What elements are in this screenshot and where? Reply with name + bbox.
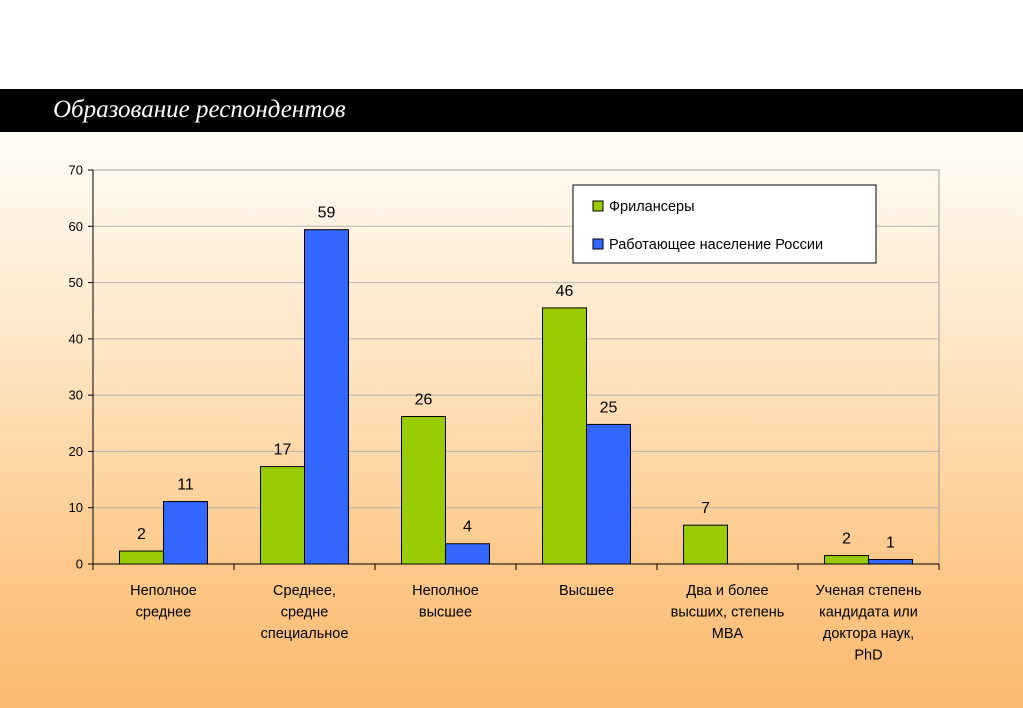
category-label-line: Два и более	[686, 583, 768, 599]
category-label: Два и более высших, степень MBA	[671, 583, 785, 642]
category-label-line: кандидата или	[819, 605, 918, 621]
category-label: Ученая степень кандидата или доктора наук,…	[815, 583, 921, 664]
data-label: 7	[701, 500, 710, 517]
data-label: 25	[600, 399, 618, 416]
bar-freelancers	[542, 307, 587, 565]
category-label: Высшее	[559, 583, 614, 599]
y-tick-label: 60	[69, 219, 83, 234]
bar-freelancers	[683, 524, 728, 565]
bar-freelancers	[119, 550, 164, 565]
bar-freelancers	[401, 416, 446, 565]
category-label-line: Неполное	[412, 583, 479, 599]
bar-russia	[163, 501, 208, 565]
y-tick-label: 70	[69, 163, 83, 178]
category-label-line: Высшее	[559, 583, 614, 599]
category-label: Среднее, средне специальное	[261, 583, 349, 642]
y-axis-ticks: 0 10 20 30 40 50 60 70	[69, 163, 93, 572]
category-label-line: доктора наук,	[823, 626, 914, 642]
y-tick-label: 20	[69, 444, 83, 459]
legend-label: Работающее население России	[609, 237, 823, 253]
data-label: 46	[556, 283, 574, 300]
category-label-line: специальное	[261, 626, 349, 642]
data-label: 59	[318, 205, 336, 222]
category-label-line: среднее	[136, 605, 192, 621]
y-tick-label: 10	[69, 500, 83, 515]
legend-label: Фрилансеры	[609, 199, 695, 215]
chart-axes	[92, 170, 940, 570]
bar-russia	[304, 229, 349, 565]
bar-russia	[586, 423, 631, 565]
data-label: 2	[137, 526, 146, 543]
data-label: 17	[274, 442, 292, 459]
data-label: 1	[886, 534, 895, 551]
chart-legend: Фрилансеры Работающее население России	[572, 184, 877, 264]
category-label-line: высших, степень	[671, 605, 785, 621]
bar-russia	[868, 558, 913, 565]
title-bar	[0, 89, 1023, 132]
category-label-line: PhD	[854, 648, 882, 664]
y-tick-label: 40	[69, 331, 83, 346]
category-label: Неполное среднее	[130, 583, 197, 621]
category-label-line: Ученая степень	[815, 583, 921, 599]
bar-freelancers	[260, 466, 305, 565]
data-label: 2	[842, 531, 851, 548]
bar-freelancers	[824, 555, 869, 565]
y-tick-label: 50	[69, 275, 83, 290]
category-label: Неполное высшее	[412, 583, 479, 621]
data-label: 11	[177, 477, 194, 494]
y-tick-label: 0	[76, 557, 83, 572]
y-tick-label: 30	[69, 388, 83, 403]
category-label-line: Среднее,	[273, 583, 336, 599]
data-label: 26	[415, 392, 433, 409]
category-label-line: высшее	[419, 605, 472, 621]
legend-box	[572, 184, 877, 264]
legend-swatch	[592, 238, 604, 250]
category-label-line: средне	[281, 605, 329, 621]
category-labels: Неполное среднее Среднее, средне специальное…	[130, 583, 921, 664]
slide-title: Образование респондентов	[53, 96, 346, 123]
legend-swatch	[592, 200, 604, 212]
category-label-line: Неполное	[130, 583, 197, 599]
category-label-line: MBA	[712, 626, 744, 642]
data-label: 4	[463, 519, 472, 536]
data-labels: 2 17 26 46 7 2 11 59 4 25 1	[137, 205, 895, 552]
chart-bars	[119, 229, 913, 565]
bar-russia	[445, 543, 490, 565]
